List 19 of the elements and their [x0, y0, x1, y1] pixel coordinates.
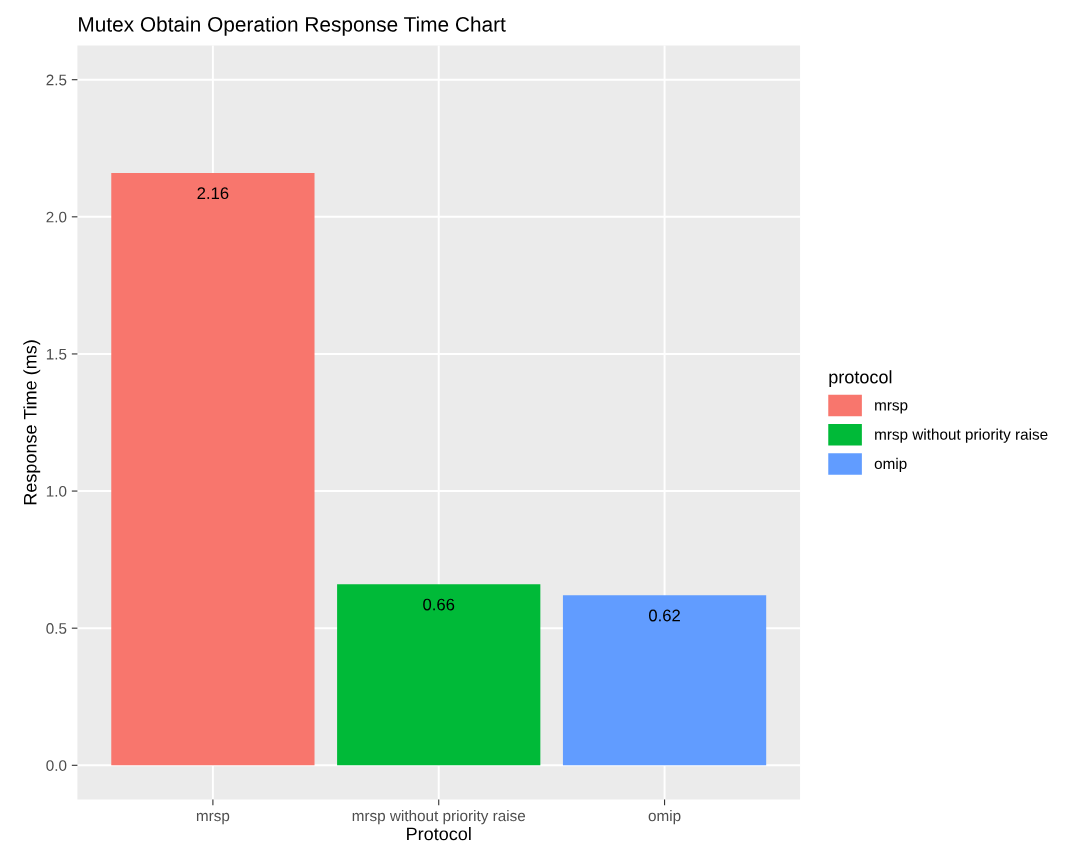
y-tick-label: 0.0: [46, 760, 67, 771]
y-tick-label: 2.0: [46, 211, 67, 223]
y-tick-label: 2.5: [46, 74, 67, 86]
data-label: 2.16: [197, 187, 229, 200]
x-axis-title: Protocol: [407, 827, 471, 841]
legend-label: mrsp: [875, 402, 908, 414]
x-tick-label: omip: [648, 810, 681, 825]
data-label: 0.66: [423, 598, 455, 611]
y-tick-label: 1.0: [46, 485, 67, 497]
chart-title: Mutex Obtain Operation Response Time Chart: [79, 16, 506, 36]
legend-title: protocol: [829, 370, 892, 388]
x-tick-label: mrsp: [196, 812, 230, 825]
legend-label: omip: [874, 457, 907, 473]
y-tick-label: 0.5: [46, 623, 67, 634]
x-tick-label: mrsp without priority raise: [352, 810, 526, 825]
y-axis-title: Response Time (ms): [23, 340, 41, 505]
y-tick-label: 1.5: [46, 348, 67, 360]
data-label: 0.62: [648, 609, 680, 622]
legend-label: mrsp without priority raise: [875, 428, 1048, 443]
